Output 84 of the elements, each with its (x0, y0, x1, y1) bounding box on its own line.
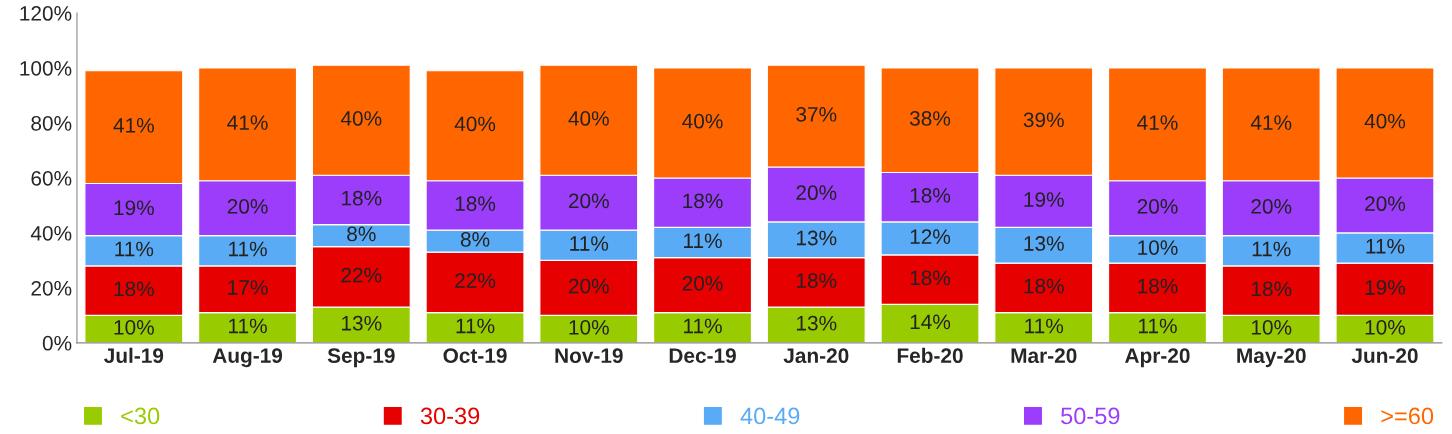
data-label: 20% (1137, 199, 1178, 214)
data-label: 11% (1366, 238, 1405, 254)
x-tick-label: Mar-20 (1011, 348, 1077, 364)
data-label: 18% (910, 270, 951, 286)
data-label: 11% (456, 318, 495, 334)
data-label: 20% (568, 278, 609, 294)
x-tick-label: Jun-20 (1351, 348, 1418, 364)
data-label: 10% (569, 319, 609, 335)
data-label: 14% (910, 314, 951, 330)
data-label: 37% (796, 106, 837, 122)
x-tick-label: Apr-20 (1125, 348, 1190, 368)
data-label: 18% (1024, 278, 1064, 294)
data-label: 11% (229, 241, 267, 257)
data-label: 11% (570, 236, 609, 251)
data-label: 20% (1251, 199, 1292, 214)
data-label: 39% (1023, 112, 1064, 128)
data-label: 18% (455, 196, 496, 212)
x-tick-label: Dec-19 (669, 348, 736, 364)
data-label: 22% (455, 273, 496, 288)
data-label: 10% (1251, 319, 1292, 335)
data-label: 19% (1365, 280, 1406, 295)
data-label: 19% (1024, 192, 1064, 207)
data-label: 18% (342, 190, 382, 206)
data-label: 13% (797, 315, 837, 331)
data-label: 10% (1138, 240, 1178, 255)
data-label: 19% (114, 200, 154, 216)
data-label: 41% (113, 118, 154, 133)
data-label: 20% (1365, 196, 1406, 212)
x-tick-label: Aug-19 (212, 348, 283, 368)
data-label: 40% (1364, 113, 1406, 129)
data-label: 11% (1138, 318, 1177, 334)
data-label: 13% (797, 230, 837, 246)
data-label: 41% (1137, 115, 1178, 130)
data-label: 40% (568, 111, 609, 126)
data-label: 40% (682, 113, 723, 129)
data-label: 13% (342, 315, 382, 331)
data-label: 17% (228, 280, 268, 295)
data-label: 20% (682, 275, 723, 291)
y-tick-label: 20% (31, 280, 72, 296)
data-label: 13% (1024, 236, 1064, 251)
y-tick-label: 0% (42, 335, 72, 351)
x-tick-label: Oct-19 (443, 348, 507, 364)
data-label: 10% (1365, 319, 1406, 335)
y-tick-label: 100% (20, 60, 72, 76)
y-tick-label: 120% (20, 6, 72, 21)
legend-label: >=60 (1381, 407, 1434, 425)
data-label: 11% (1252, 241, 1291, 257)
data-label: 40% (454, 116, 496, 132)
data-label: 8% (460, 232, 490, 247)
data-label: 18% (797, 273, 837, 288)
y-tick-label: 40% (30, 225, 72, 241)
data-label: 18% (1138, 278, 1178, 294)
legend-label: 30-39 (420, 407, 480, 425)
legend-label: 40-49 (740, 407, 800, 425)
legend-label: <30 (121, 407, 160, 425)
data-label: 40% (340, 111, 382, 126)
x-tick-label: Jul-19 (104, 347, 164, 364)
x-tick-label: Nov-19 (555, 348, 623, 364)
data-label: 11% (115, 241, 154, 257)
data-label: 41% (227, 115, 268, 130)
data-label: 18% (910, 188, 951, 203)
data-label: 18% (114, 281, 154, 297)
x-tick-label: Jan-20 (783, 348, 849, 364)
data-label: 11% (684, 318, 722, 334)
y-tick-label: 80% (31, 115, 72, 131)
x-tick-label: Sep-19 (327, 348, 395, 368)
data-label: 18% (683, 193, 723, 209)
data-label: 8% (347, 226, 376, 242)
data-label: 11% (1025, 318, 1064, 334)
legend-label: 50-59 (1061, 407, 1120, 425)
data-label: 20% (796, 185, 837, 201)
data-label: 22% (341, 267, 382, 283)
data-label: 41% (1250, 115, 1292, 130)
y-tick-label: 60% (31, 170, 72, 186)
data-label: 20% (568, 193, 609, 209)
data-label: 38% (909, 111, 951, 126)
data-label: 18% (1251, 281, 1292, 297)
data-label: 10% (114, 319, 154, 335)
data-label: 11% (684, 233, 722, 249)
x-tick-label: Feb-20 (897, 347, 963, 364)
x-tick-label: May-20 (1237, 348, 1306, 368)
data-label: 12% (910, 229, 951, 244)
data-label: 20% (227, 199, 268, 214)
data-label: 11% (229, 318, 267, 334)
